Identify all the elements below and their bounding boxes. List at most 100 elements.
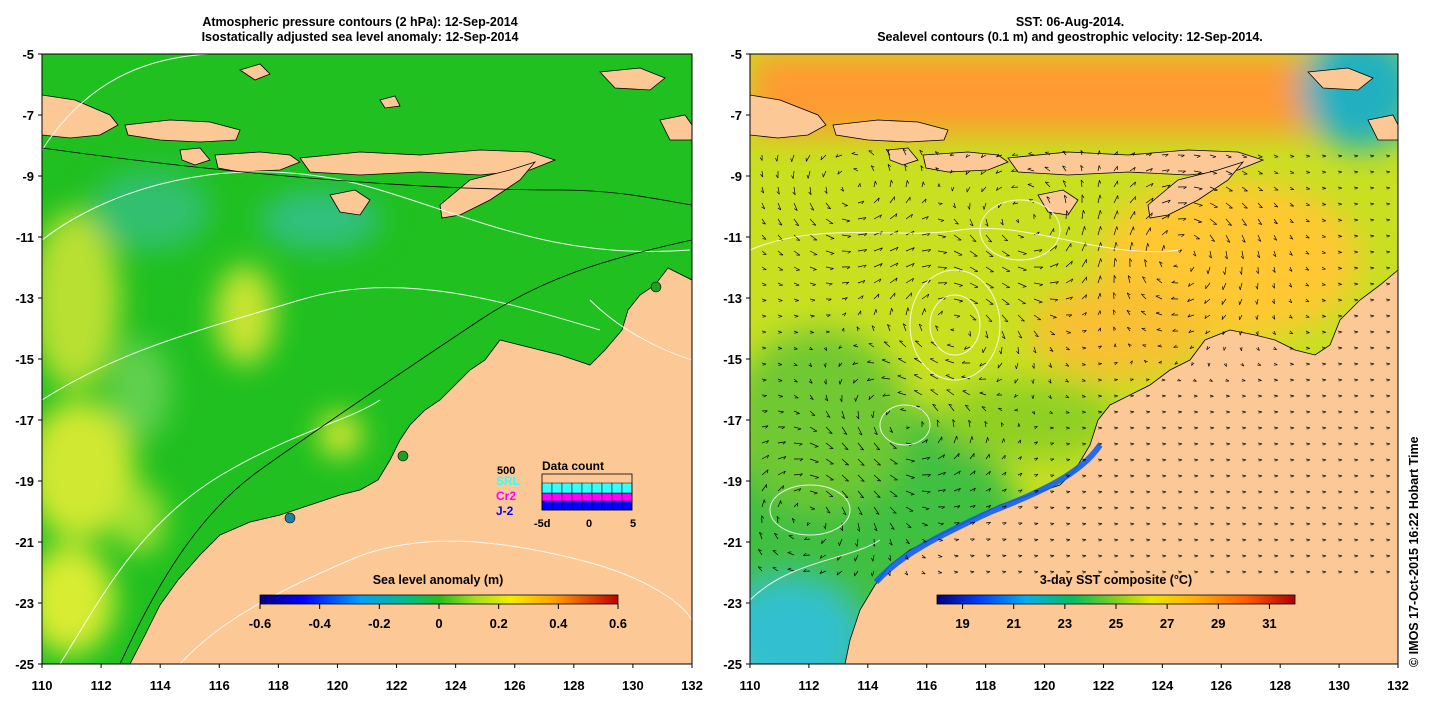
velocity-arrow (1161, 214, 1170, 220)
velocity-arrow (1001, 234, 1008, 242)
velocity-arrow-head (1157, 344, 1162, 347)
velocity-arrow (1257, 410, 1262, 413)
velocity-arrow (921, 216, 929, 220)
imos-credit-text: © IMOS 17-Oct-2015 16:22 Hobart Time (1407, 436, 1421, 667)
velocity-arrow-head (1354, 203, 1359, 206)
velocity-arrow (983, 202, 987, 210)
velocity-arrow (1065, 260, 1073, 268)
velocity-arrow-head (1065, 364, 1069, 367)
velocity-arrow-head (857, 528, 861, 532)
velocity-arrow (1321, 538, 1327, 541)
velocity-arrow-head (1338, 299, 1342, 302)
velocity-arrow-head (940, 523, 944, 526)
velocity-arrow-head (1052, 317, 1057, 319)
velocity-arrow-head (1386, 235, 1391, 238)
velocity-arrow (757, 566, 763, 572)
velocity-arrow-head (1082, 491, 1087, 494)
velocity-arrow-head (1211, 239, 1215, 242)
velocity-arrow (1046, 196, 1051, 204)
velocity-arrow-head (1128, 343, 1132, 346)
velocity-arrow-head (1226, 555, 1231, 558)
velocity-arrow (1049, 263, 1059, 268)
velocity-arrow (857, 183, 861, 188)
velocity-arrow (1193, 186, 1203, 190)
velocity-arrow-head (951, 187, 953, 192)
velocity-arrow (1049, 538, 1055, 541)
velocity-arrow-head (1386, 379, 1391, 382)
velocity-arrow-head (1004, 488, 1007, 493)
velocity-arrow-head (790, 158, 793, 162)
velocity-arrow-head (1080, 165, 1084, 169)
velocity-arrow-head (1290, 475, 1295, 478)
velocity-arrow (1145, 426, 1150, 429)
velocity-arrow-head (948, 403, 953, 406)
data-count-bar (621, 482, 633, 494)
velocity-arrow-head (905, 557, 909, 560)
velocity-arrow (1159, 261, 1163, 268)
velocity-arrow (1337, 282, 1342, 285)
velocity-arrow-head (794, 315, 799, 318)
velocity-arrow (969, 298, 979, 304)
velocity-arrow (1209, 170, 1217, 174)
velocity-arrow (1385, 378, 1391, 381)
velocity-arrow (1353, 250, 1358, 253)
velocity-arrow (1353, 234, 1358, 237)
velocity-arrow-head (1239, 271, 1242, 275)
velocity-arrow (1369, 362, 1375, 365)
velocity-arrow-head (870, 572, 873, 577)
velocity-arrow-head (1258, 523, 1263, 526)
velocity-arrow-head (766, 454, 770, 459)
velocity-arrow (1044, 166, 1051, 172)
velocity-arrow-head (1066, 443, 1071, 446)
velocity-arrow-head (986, 555, 991, 558)
velocity-arrow (1305, 314, 1310, 318)
velocity-arrow-head (855, 543, 858, 547)
velocity-arrow-head (910, 494, 915, 496)
velocity-arrow (1385, 170, 1391, 173)
velocity-arrow (1305, 394, 1310, 397)
velocity-arrow-head (1018, 522, 1023, 526)
velocity-arrow-head (851, 151, 856, 154)
velocity-arrow-head (943, 252, 948, 255)
velocity-arrow-head (1354, 363, 1359, 366)
velocity-arrow-head (1338, 475, 1343, 478)
velocity-arrow (1129, 554, 1135, 557)
velocity-arrow (1337, 346, 1342, 349)
lat-tick-label: -15 (723, 352, 742, 367)
velocity-arrow-head (778, 364, 782, 366)
velocity-arrow-head (1162, 459, 1167, 462)
velocity-arrow-head (1114, 459, 1119, 462)
velocity-arrow-head (1386, 475, 1391, 478)
velocity-arrow-head (1386, 155, 1391, 158)
velocity-arrow (900, 409, 907, 412)
velocity-arrow-head (970, 555, 975, 558)
velocity-arrow-head (1114, 491, 1119, 494)
velocity-arrow (887, 164, 891, 172)
velocity-arrow-head (1194, 523, 1199, 526)
velocity-arrow-head (1370, 379, 1375, 382)
velocity-arrow-head (819, 555, 822, 559)
velocity-arrow (1257, 154, 1263, 158)
velocity-arrow-head (1370, 555, 1375, 558)
velocity-arrow-head (1322, 475, 1327, 478)
velocity-arrow-head (1210, 459, 1215, 462)
velocity-arrow (1049, 522, 1055, 524)
velocity-arrow (793, 250, 801, 256)
velocity-arrow (921, 308, 926, 316)
velocity-arrow (853, 168, 859, 172)
velocity-arrow-head (1210, 539, 1215, 542)
velocity-arrow (1225, 458, 1231, 461)
velocity-arrow (981, 154, 987, 158)
velocity-arrow-head (904, 164, 908, 168)
sea-level-anomaly-map: 110 112 114 116 118 120 122 124 126 128 130 132 -5-… (15, 47, 703, 693)
velocity-arrow (1257, 490, 1263, 493)
velocity-arrow-head (1191, 361, 1193, 366)
velocity-arrow (1225, 570, 1231, 573)
data-count-bar (611, 500, 623, 511)
velocity-arrow (1027, 168, 1035, 172)
velocity-arrow (1337, 218, 1342, 221)
velocity-arrow-head (1306, 427, 1311, 430)
velocity-arrow-head (795, 224, 799, 226)
velocity-arrow (1257, 378, 1262, 381)
velocity-arrow (921, 293, 929, 300)
